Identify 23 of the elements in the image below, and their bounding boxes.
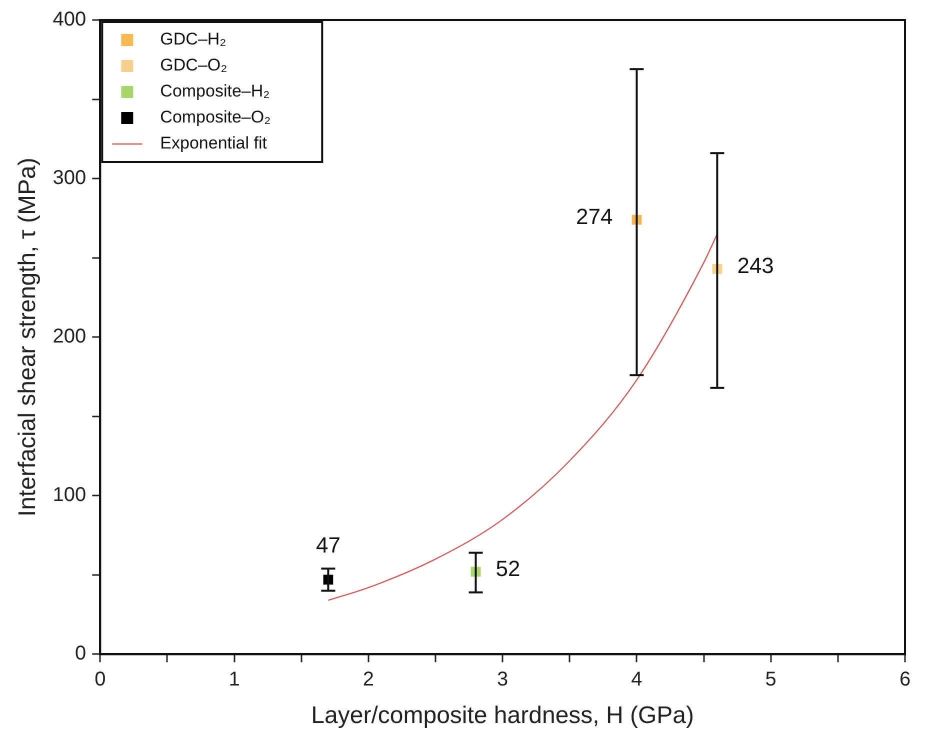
y-tick-label: 0	[75, 642, 86, 665]
x-tick-label: 4	[631, 668, 642, 691]
x-axis-title: Layer/composite hardness, H (GPa)	[311, 702, 694, 730]
x-tick-label: 6	[899, 668, 911, 691]
y-axis-title: Interfacial shear strength, τ (MPa)	[14, 158, 42, 517]
x-tick-label: 5	[765, 668, 776, 691]
legend-label: Composite–H₂	[160, 82, 270, 101]
data-label: 47	[316, 532, 340, 558]
y-tick-label: 100	[52, 484, 86, 506]
legend-label: Exponential fit	[160, 134, 268, 153]
x-tick-label: 3	[497, 668, 508, 691]
y-tick-label: 200	[52, 326, 86, 348]
x-tick-label: 0	[94, 668, 106, 691]
y-tick-label: 300	[52, 167, 86, 190]
legend-label: GDC–H₂	[160, 30, 226, 49]
legend-label: GDC–O₂	[160, 56, 228, 75]
x-tick-label: 2	[362, 668, 374, 691]
data-label: 274	[576, 204, 613, 229]
x-tick-label: 1	[228, 668, 240, 691]
y-tick-label: 400	[52, 8, 86, 31]
data-label: 243	[737, 252, 774, 278]
legend-label: Composite–O₂	[160, 108, 271, 127]
data-label: 52	[496, 556, 520, 581]
